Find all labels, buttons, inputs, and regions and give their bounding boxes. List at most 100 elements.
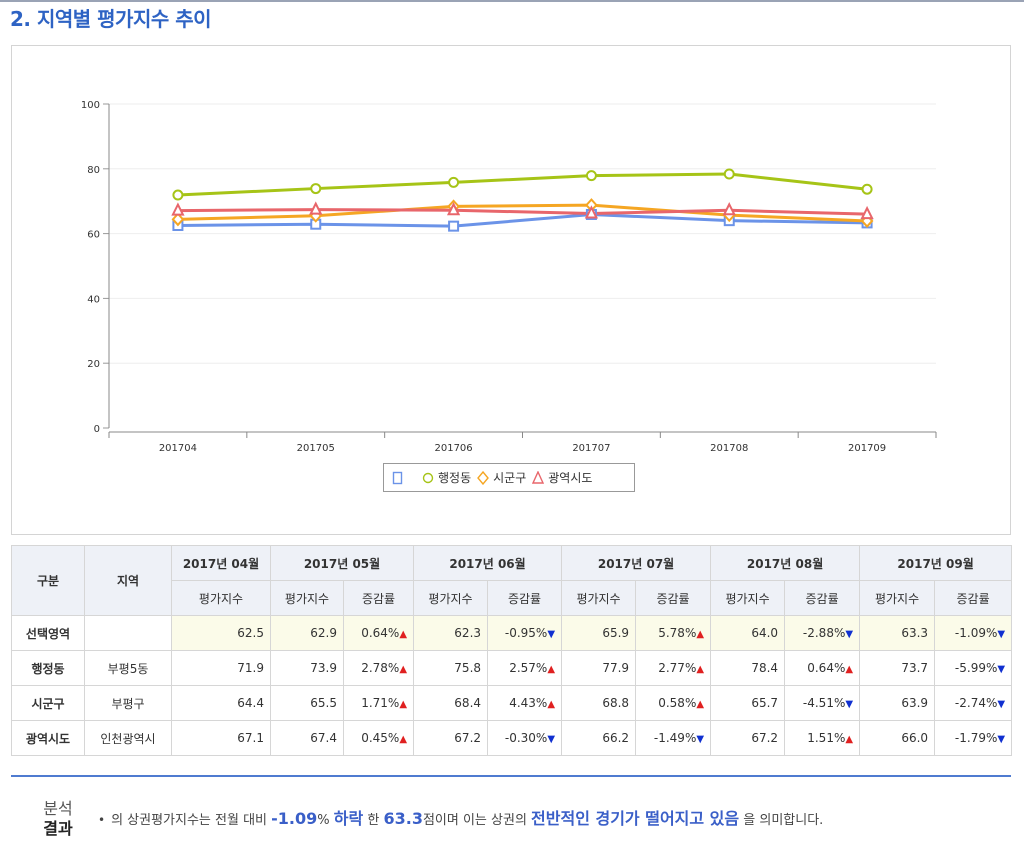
- index-value: 78.4: [710, 650, 786, 686]
- header-month: 2017년 05월: [269, 545, 415, 581]
- change-rate: 0.64%▲: [342, 615, 415, 651]
- change-rate-value: 1.51%: [807, 731, 846, 745]
- series-point-triangle: [446, 202, 461, 216]
- header-region: 지역: [84, 545, 172, 616]
- change-rate: -5.99%▼: [934, 650, 1013, 686]
- header-change: 증감률: [342, 580, 415, 616]
- index-value: 73.7: [859, 650, 936, 686]
- header-month: 2017년 06월: [413, 545, 563, 581]
- index-value: 75.8: [413, 650, 489, 686]
- series-point-circle: [861, 183, 873, 195]
- arrow-up-icon: ▲: [547, 699, 556, 710]
- change-rate: -1.79%▼: [934, 720, 1013, 756]
- change-rate-value: -5.99%: [954, 661, 998, 675]
- result-text-1: 의 상권평가지수는 전월 대비: [111, 813, 267, 828]
- series-point-circle: [585, 170, 597, 182]
- triangle-marker-icon: [532, 470, 545, 484]
- series-line: [177, 172, 868, 197]
- row-category: 광역시도: [11, 720, 85, 756]
- change-rate: 2.57%▲: [487, 650, 563, 686]
- series-point-triangle: [171, 202, 185, 216]
- change-rate-value: 5.78%: [658, 626, 697, 640]
- row-category: 행정동: [11, 650, 85, 686]
- series-point-circle: [448, 176, 460, 188]
- change-rate-value: 0.45%: [361, 731, 400, 745]
- change-rate: 4.43%▲: [487, 685, 563, 721]
- arrow-up-icon: ▲: [547, 664, 556, 675]
- legend-label: 시군구: [493, 471, 527, 485]
- table-row: 선택영역 62.5 62.9 0.64%▲ 62.3 -0.95%▼ 65.9 5.78%▲ 6…: [11, 615, 1013, 651]
- index-value: 62.3: [413, 615, 489, 651]
- change-rate: 1.71%▲: [342, 685, 415, 721]
- index-value: 62.9: [270, 615, 344, 651]
- result-heading: 분석 결과: [38, 799, 78, 839]
- y-tick-label: 80: [87, 165, 100, 176]
- series-line: [177, 212, 868, 228]
- result-pct-unit: %: [317, 813, 330, 828]
- x-tick-label: 201707: [572, 443, 610, 454]
- line-chart: 0 20 40 60 80 100 201704 201705 201706 201707 2017…: [81, 100, 937, 454]
- change-rate-value: 4.43%: [509, 696, 548, 710]
- change-rate-value: -0.95%: [504, 626, 548, 640]
- change-rate: 1.51%▲: [784, 720, 861, 756]
- index-value: 65.5: [270, 685, 344, 721]
- header-index: 평가지수: [413, 580, 489, 616]
- change-rate-value: -0.30%: [504, 731, 548, 745]
- series-line: [177, 208, 868, 216]
- x-tick-label: 201706: [434, 443, 472, 454]
- row-category: 선택영역: [11, 615, 85, 651]
- header-month: 2017년 09월: [859, 545, 1013, 581]
- arrow-up-icon: ▲: [399, 664, 408, 675]
- change-rate: -2.74%▼: [934, 685, 1013, 721]
- x-tick-label: 201705: [297, 443, 335, 454]
- change-rate-value: 2.57%: [509, 661, 548, 675]
- legend-item: 행정동: [422, 469, 471, 486]
- series-point-circle: [172, 189, 184, 201]
- change-rate: 2.77%▲: [635, 650, 712, 686]
- series-point-diamond: [171, 212, 185, 227]
- series-point-triangle: [584, 205, 599, 219]
- index-value: 67.2: [413, 720, 489, 756]
- arrow-down-icon: ▼: [997, 629, 1006, 640]
- series-point-triangle: [860, 205, 874, 220]
- row-region: 부평구: [84, 685, 172, 721]
- section-title: 2. 지역별 평가지수 추이: [10, 7, 212, 31]
- header-month: 2017년 04월: [171, 545, 271, 581]
- index-value: 71.9: [171, 650, 271, 686]
- header-index: 평가지수: [710, 580, 786, 616]
- header-change: 증감률: [487, 580, 563, 616]
- arrow-down-icon: ▼: [696, 734, 705, 745]
- table-row: 시군구 부평구 64.4 65.5 1.71%▲ 68.4 4.43%▲ 68.8 0.58%▲…: [11, 685, 1013, 721]
- row-region: 부평5동: [84, 650, 172, 686]
- arrow-up-icon: ▲: [696, 629, 705, 640]
- arrow-up-icon: ▲: [399, 629, 408, 640]
- series-point-circle: [310, 183, 322, 195]
- header-month: 2017년 08월: [710, 545, 861, 581]
- y-tick-label: 20: [87, 359, 100, 370]
- table-row: 광역시도 인천광역시 67.1 67.4 0.45%▲ 67.2 -0.30%▼ 66.2 -1…: [11, 720, 1013, 756]
- change-rate-value: -1.49%: [653, 731, 697, 745]
- change-rate-value: 1.71%: [361, 696, 400, 710]
- result-text-4: 을 의미합니다.: [743, 813, 824, 828]
- index-value: 63.9: [859, 685, 936, 721]
- change-rate: -4.51%▼: [784, 685, 861, 721]
- index-value: 64.4: [171, 685, 271, 721]
- legend-label: 행정동: [438, 471, 472, 485]
- index-value: 68.8: [561, 685, 637, 721]
- arrow-down-icon: ▼: [845, 629, 854, 640]
- header-index: 평가지수: [171, 580, 271, 616]
- index-value: 65.9: [561, 615, 637, 651]
- index-value: 66.2: [561, 720, 637, 756]
- result-heading-line1: 분석: [43, 799, 73, 818]
- arrow-up-icon: ▲: [399, 734, 408, 745]
- series-line: [177, 203, 868, 223]
- series-point-triangle: [309, 201, 323, 215]
- legend-item: 광역시도: [532, 469, 592, 486]
- x-tick-label: 201709: [848, 443, 886, 454]
- header-change: 증감률: [635, 580, 712, 616]
- change-rate-value: -1.09%: [954, 626, 998, 640]
- change-rate-value: 0.64%: [807, 661, 846, 675]
- data-table: 구분 지역 2017년 04월 2017년 05월 2017년 06월 2017…: [11, 545, 1013, 756]
- change-rate: 0.45%▲: [342, 720, 415, 756]
- index-value: 65.7: [710, 685, 786, 721]
